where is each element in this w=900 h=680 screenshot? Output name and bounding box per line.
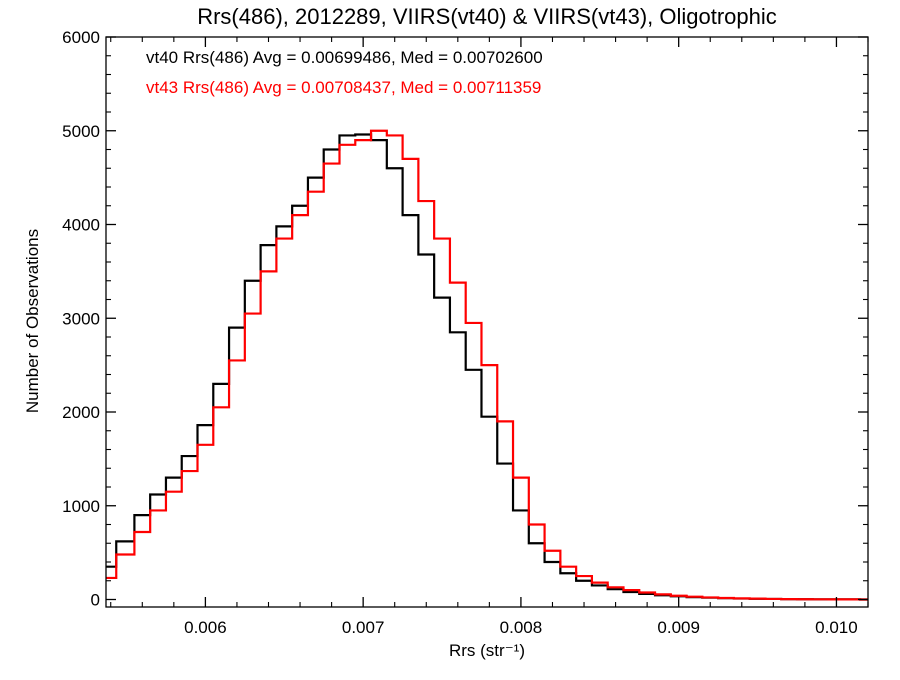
axes-layer: 0.006 0.007 0.008 0.009 0.010 0 1000 2000 3000 40…	[62, 28, 869, 637]
legend-entry-vt40: vt40 Rrs(486) Avg = 0.00699486, Med = 0.…	[146, 48, 543, 67]
chart-title: Rrs(486), 2012289, VIIRS(vt40) & VIIRS(v…	[197, 4, 777, 29]
legend-entry-vt43: vt43 Rrs(486) Avg = 0.00708437, Med = 0.…	[146, 78, 541, 97]
x-tick-label: 0.007	[342, 618, 385, 637]
x-tick-label: 0.006	[184, 618, 227, 637]
series-line-vt43	[106, 129, 868, 601]
y-tick-label: 4000	[62, 216, 100, 235]
x-tick-label: 0.010	[815, 618, 858, 637]
plot-frame	[105, 36, 869, 608]
x-axis-label: Rrs (str⁻¹)	[449, 641, 525, 660]
x-tick-label: 0.009	[657, 618, 700, 637]
series-layer	[106, 129, 868, 601]
y-tick-label: 2000	[62, 403, 100, 422]
y-tick-label: 5000	[62, 122, 100, 141]
y-axis-label: Number of Observations	[23, 229, 42, 413]
x-tick-label: 0.008	[500, 618, 543, 637]
series-line-vt40	[106, 133, 868, 601]
y-tick-label: 0	[91, 591, 100, 610]
y-tick-label: 6000	[62, 28, 100, 47]
y-tick-label: 3000	[62, 309, 100, 328]
y-tick-label: 1000	[62, 497, 100, 516]
